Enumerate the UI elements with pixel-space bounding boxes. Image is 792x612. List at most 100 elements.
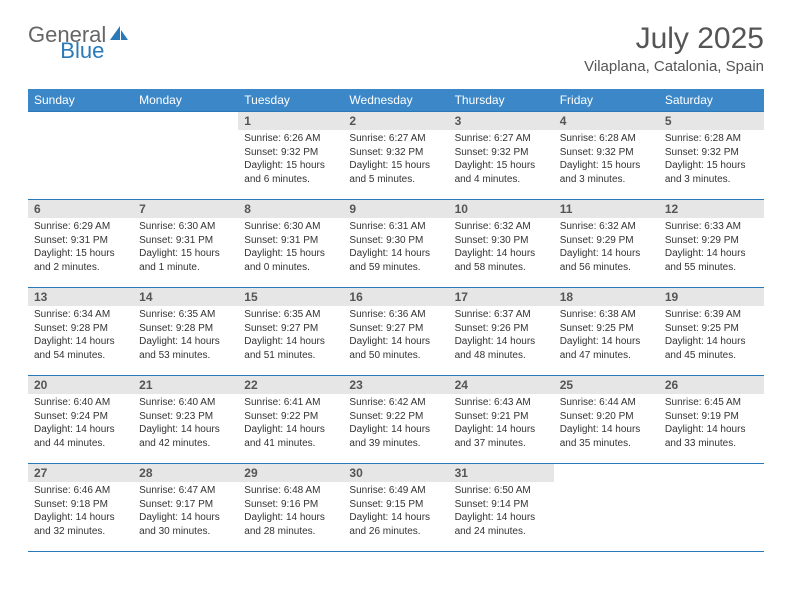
calendar-cell: 17Sunrise: 6:37 AMSunset: 9:26 PMDayligh… [449, 288, 554, 376]
sunrise-text: Sunrise: 6:27 AM [349, 132, 442, 146]
day-number: 22 [238, 376, 343, 394]
day-body: Sunrise: 6:41 AMSunset: 9:22 PMDaylight:… [238, 394, 343, 454]
sunset-text: Sunset: 9:32 PM [665, 146, 758, 160]
calendar-cell: 14Sunrise: 6:35 AMSunset: 9:28 PMDayligh… [133, 288, 238, 376]
sunrise-text: Sunrise: 6:35 AM [244, 308, 337, 322]
sunset-text: Sunset: 9:31 PM [139, 234, 232, 248]
weekday-header-row: Sunday Monday Tuesday Wednesday Thursday… [28, 89, 764, 112]
sunset-text: Sunset: 9:31 PM [34, 234, 127, 248]
daylight-text: Daylight: 14 hours and 59 minutes. [349, 247, 442, 274]
day-body: Sunrise: 6:50 AMSunset: 9:14 PMDaylight:… [449, 482, 554, 542]
day-number: 20 [28, 376, 133, 394]
sunrise-text: Sunrise: 6:39 AM [665, 308, 758, 322]
calendar-cell [554, 464, 659, 552]
calendar-week-row: 13Sunrise: 6:34 AMSunset: 9:28 PMDayligh… [28, 288, 764, 376]
calendar-cell: 11Sunrise: 6:32 AMSunset: 9:29 PMDayligh… [554, 200, 659, 288]
calendar-cell: 9Sunrise: 6:31 AMSunset: 9:30 PMDaylight… [343, 200, 448, 288]
calendar-cell: 21Sunrise: 6:40 AMSunset: 9:23 PMDayligh… [133, 376, 238, 464]
daylight-text: Daylight: 14 hours and 44 minutes. [34, 423, 127, 450]
sunrise-text: Sunrise: 6:40 AM [139, 396, 232, 410]
daylight-text: Daylight: 14 hours and 30 minutes. [139, 511, 232, 538]
sunset-text: Sunset: 9:25 PM [665, 322, 758, 336]
day-number: 3 [449, 112, 554, 130]
sunset-text: Sunset: 9:32 PM [560, 146, 653, 160]
calendar-cell: 5Sunrise: 6:28 AMSunset: 9:32 PMDaylight… [659, 112, 764, 200]
sunset-text: Sunset: 9:27 PM [349, 322, 442, 336]
day-number: 28 [133, 464, 238, 482]
sunset-text: Sunset: 9:14 PM [455, 498, 548, 512]
day-body: Sunrise: 6:47 AMSunset: 9:17 PMDaylight:… [133, 482, 238, 542]
sunrise-text: Sunrise: 6:30 AM [139, 220, 232, 234]
sunrise-text: Sunrise: 6:43 AM [455, 396, 548, 410]
sunset-text: Sunset: 9:22 PM [349, 410, 442, 424]
daylight-text: Daylight: 14 hours and 48 minutes. [455, 335, 548, 362]
sunset-text: Sunset: 9:31 PM [244, 234, 337, 248]
weekday-header: Thursday [449, 89, 554, 112]
sunset-text: Sunset: 9:15 PM [349, 498, 442, 512]
calendar-cell: 8Sunrise: 6:30 AMSunset: 9:31 PMDaylight… [238, 200, 343, 288]
day-number: 13 [28, 288, 133, 306]
daylight-text: Daylight: 15 hours and 3 minutes. [665, 159, 758, 186]
calendar-cell: 10Sunrise: 6:32 AMSunset: 9:30 PMDayligh… [449, 200, 554, 288]
calendar-cell: 31Sunrise: 6:50 AMSunset: 9:14 PMDayligh… [449, 464, 554, 552]
day-body: Sunrise: 6:46 AMSunset: 9:18 PMDaylight:… [28, 482, 133, 542]
day-number: 24 [449, 376, 554, 394]
sunrise-text: Sunrise: 6:30 AM [244, 220, 337, 234]
calendar-week-row: 1Sunrise: 6:26 AMSunset: 9:32 PMDaylight… [28, 112, 764, 200]
daylight-text: Daylight: 14 hours and 42 minutes. [139, 423, 232, 450]
daylight-text: Daylight: 14 hours and 26 minutes. [349, 511, 442, 538]
sunrise-text: Sunrise: 6:45 AM [665, 396, 758, 410]
daylight-text: Daylight: 14 hours and 28 minutes. [244, 511, 337, 538]
sunrise-text: Sunrise: 6:32 AM [560, 220, 653, 234]
day-body: Sunrise: 6:29 AMSunset: 9:31 PMDaylight:… [28, 218, 133, 278]
weekday-header: Saturday [659, 89, 764, 112]
weekday-header: Monday [133, 89, 238, 112]
sunset-text: Sunset: 9:23 PM [139, 410, 232, 424]
logo-text-blue: Blue [60, 38, 104, 64]
daylight-text: Daylight: 14 hours and 24 minutes. [455, 511, 548, 538]
sunset-text: Sunset: 9:29 PM [665, 234, 758, 248]
day-body: Sunrise: 6:36 AMSunset: 9:27 PMDaylight:… [343, 306, 448, 366]
daylight-text: Daylight: 14 hours and 39 minutes. [349, 423, 442, 450]
day-body: Sunrise: 6:30 AMSunset: 9:31 PMDaylight:… [238, 218, 343, 278]
day-body: Sunrise: 6:28 AMSunset: 9:32 PMDaylight:… [554, 130, 659, 190]
daylight-text: Daylight: 14 hours and 45 minutes. [665, 335, 758, 362]
calendar-cell: 30Sunrise: 6:49 AMSunset: 9:15 PMDayligh… [343, 464, 448, 552]
title-block: July 2025 Vilaplana, Catalonia, Spain [584, 22, 764, 75]
day-body: Sunrise: 6:35 AMSunset: 9:28 PMDaylight:… [133, 306, 238, 366]
sunset-text: Sunset: 9:25 PM [560, 322, 653, 336]
logo-sail-icon [108, 24, 130, 47]
calendar-cell: 24Sunrise: 6:43 AMSunset: 9:21 PMDayligh… [449, 376, 554, 464]
calendar-cell: 3Sunrise: 6:27 AMSunset: 9:32 PMDaylight… [449, 112, 554, 200]
sunrise-text: Sunrise: 6:42 AM [349, 396, 442, 410]
daylight-text: Daylight: 15 hours and 6 minutes. [244, 159, 337, 186]
calendar-cell: 12Sunrise: 6:33 AMSunset: 9:29 PMDayligh… [659, 200, 764, 288]
day-number: 19 [659, 288, 764, 306]
day-number: 9 [343, 200, 448, 218]
day-body: Sunrise: 6:42 AMSunset: 9:22 PMDaylight:… [343, 394, 448, 454]
sunset-text: Sunset: 9:20 PM [560, 410, 653, 424]
sunset-text: Sunset: 9:28 PM [139, 322, 232, 336]
calendar-cell [28, 112, 133, 200]
sunset-text: Sunset: 9:32 PM [244, 146, 337, 160]
day-number: 10 [449, 200, 554, 218]
daylight-text: Daylight: 15 hours and 2 minutes. [34, 247, 127, 274]
sunset-text: Sunset: 9:24 PM [34, 410, 127, 424]
daylight-text: Daylight: 14 hours and 50 minutes. [349, 335, 442, 362]
day-number: 27 [28, 464, 133, 482]
calendar-cell: 26Sunrise: 6:45 AMSunset: 9:19 PMDayligh… [659, 376, 764, 464]
calendar-cell: 6Sunrise: 6:29 AMSunset: 9:31 PMDaylight… [28, 200, 133, 288]
sunrise-text: Sunrise: 6:37 AM [455, 308, 548, 322]
daylight-text: Daylight: 15 hours and 3 minutes. [560, 159, 653, 186]
daylight-text: Daylight: 14 hours and 54 minutes. [34, 335, 127, 362]
calendar-cell: 27Sunrise: 6:46 AMSunset: 9:18 PMDayligh… [28, 464, 133, 552]
day-number: 12 [659, 200, 764, 218]
calendar-cell: 13Sunrise: 6:34 AMSunset: 9:28 PMDayligh… [28, 288, 133, 376]
day-body: Sunrise: 6:32 AMSunset: 9:30 PMDaylight:… [449, 218, 554, 278]
month-title: July 2025 [584, 22, 764, 56]
calendar-table: Sunday Monday Tuesday Wednesday Thursday… [28, 89, 764, 552]
logo: General Blue [28, 22, 178, 48]
sunrise-text: Sunrise: 6:29 AM [34, 220, 127, 234]
sunrise-text: Sunrise: 6:28 AM [560, 132, 653, 146]
calendar-cell: 19 Sunrise: 6:39 AMSunset: 9:25 PMDayligh… [659, 288, 764, 376]
